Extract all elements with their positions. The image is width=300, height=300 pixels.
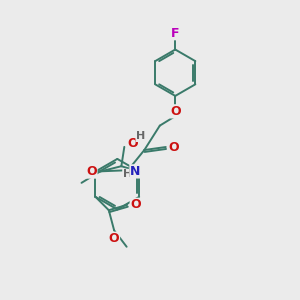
Text: O: O [169, 140, 179, 154]
Text: O: O [127, 137, 138, 150]
Text: N: N [130, 165, 140, 178]
Text: H: H [136, 131, 145, 142]
Text: H: H [123, 169, 132, 179]
Text: F: F [171, 27, 179, 40]
Text: O: O [86, 165, 97, 178]
Text: O: O [130, 198, 141, 211]
Text: O: O [109, 232, 119, 245]
Text: O: O [170, 105, 181, 118]
